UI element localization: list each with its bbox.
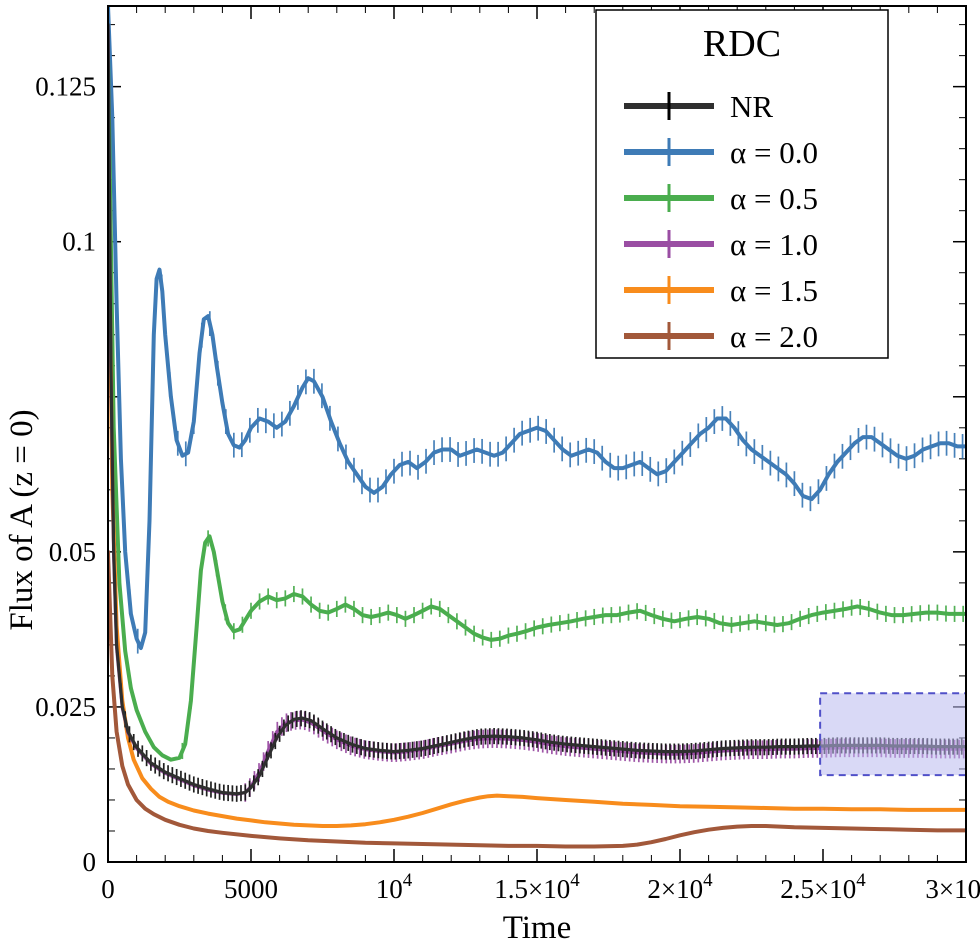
highlight-region: [819, 692, 966, 777]
legend-box: [595, 9, 889, 359]
legend-label-nr: NR: [730, 89, 773, 124]
y-tick-label: 0.05: [49, 537, 96, 567]
y-tick-label: 0.125: [35, 72, 96, 102]
legend-label-alpha-1.0: α = 1.0: [730, 227, 818, 262]
x-tick-label: 2×104: [647, 870, 713, 904]
x-tick-label: 104: [376, 870, 413, 904]
legend: RDC NR α = 0.0 α = 0.5 α = 1.0 α = 1.5 α = 2.0: [595, 9, 889, 359]
x-tick-label: 3×104: [925, 870, 980, 904]
plot-frame: [107, 5, 967, 863]
x-tick-label: 0: [101, 874, 115, 904]
x-tick-label: 2.5×104: [780, 870, 866, 904]
y-axis-label: Flux of A (z = 0): [4, 409, 40, 630]
legend-item-nr: NR: [624, 89, 773, 124]
legend-label-alpha-1.5: α = 1.5: [730, 273, 818, 308]
legend-item-alpha-0.5: α = 0.5: [624, 181, 818, 216]
legend-item-alpha-0.0: α = 0.0: [624, 135, 818, 170]
legend-item-alpha-2.0: α = 2.0: [624, 319, 818, 354]
y-tick-label: 0.025: [35, 692, 96, 722]
x-axis-label: Time: [503, 910, 571, 946]
series-line-alpha-1.5: [108, 146, 966, 828]
legend-label-alpha-0.0: α = 0.0: [730, 135, 818, 170]
legend-label-alpha-0.5: α = 0.5: [730, 181, 818, 216]
x-tick-label: 1.5×104: [494, 870, 580, 904]
x-tick-label: 5000: [224, 874, 278, 904]
legend-label-alpha-2.0: α = 2.0: [730, 319, 818, 354]
series-line-alpha-2.0: [108, 549, 966, 849]
y-tick-label: 0.1: [62, 227, 96, 257]
legend-title: RDC: [703, 23, 781, 65]
legend-item-alpha-1.5: α = 1.5: [624, 273, 818, 308]
series-line-nr: [108, 23, 966, 796]
y-tick-label: 0: [83, 847, 97, 877]
series-line-alpha-0.0: [108, 6, 966, 650]
legend-item-alpha-1.0: α = 1.0: [624, 227, 818, 262]
series-line-alpha-0.5: [108, 53, 966, 762]
plot-area: [108, 6, 966, 849]
